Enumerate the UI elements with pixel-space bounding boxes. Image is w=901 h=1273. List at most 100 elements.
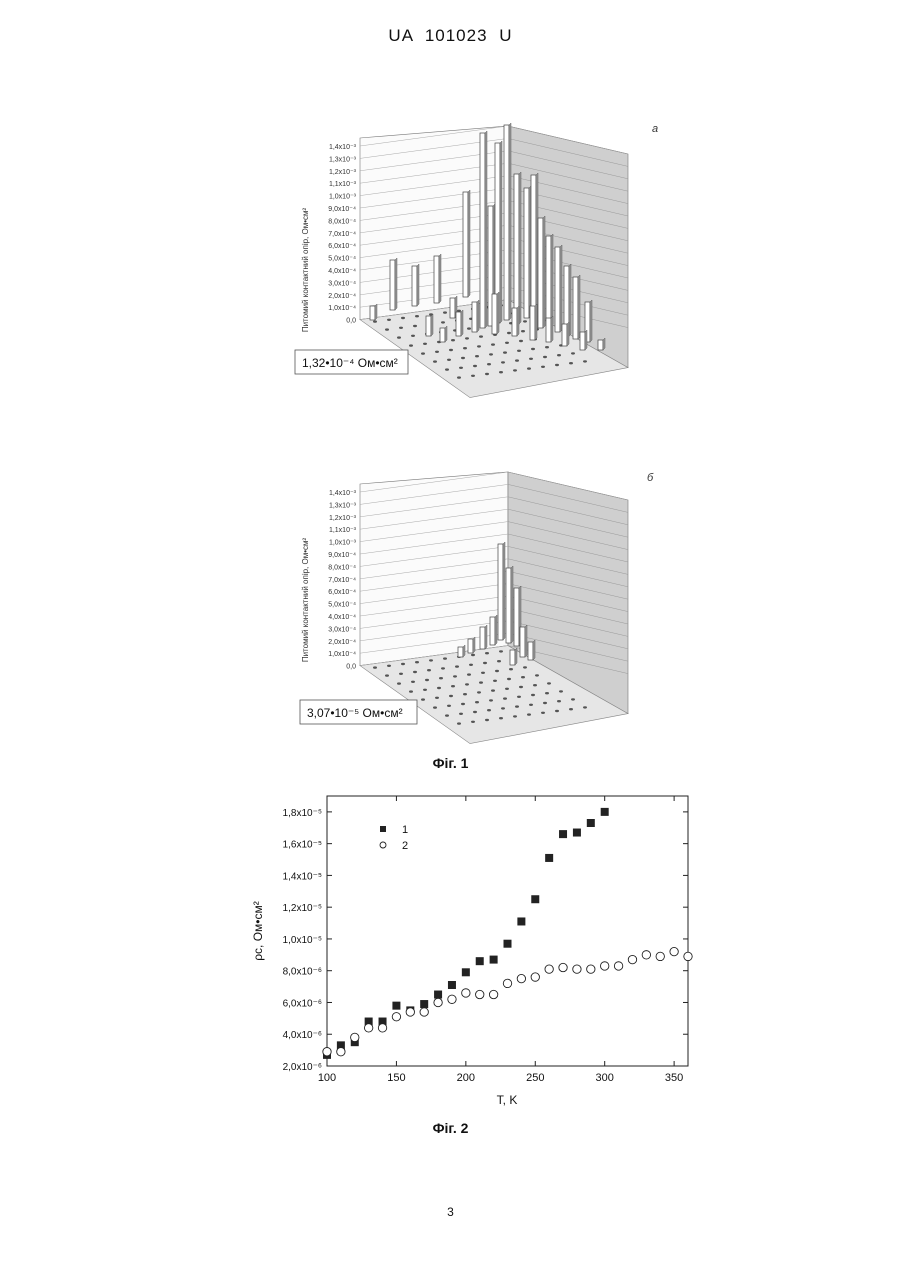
floor-point — [413, 325, 417, 327]
floor-point — [571, 698, 575, 700]
bar-side — [495, 615, 497, 645]
series-2-point — [434, 998, 442, 1006]
bar-side — [477, 300, 479, 332]
bar — [472, 302, 477, 332]
y-tick-label: 8,0x10⁻⁴ — [328, 564, 356, 571]
floor-point — [555, 710, 559, 712]
series-2-point — [337, 1048, 345, 1056]
y-tick-label: 0,0 — [346, 664, 356, 671]
series-2-point — [628, 955, 636, 963]
y-tick-label: 8,0x10⁻⁶ — [283, 967, 322, 978]
bar — [555, 247, 560, 332]
series-2-point — [323, 1048, 331, 1056]
floor-point — [501, 707, 505, 709]
series-1-point — [545, 854, 553, 862]
y-axis-label: Питомий контактний опір, Ом•см² — [301, 207, 310, 332]
floor-point — [475, 355, 479, 357]
bar — [463, 192, 468, 297]
bar-side — [497, 292, 499, 334]
x-tick-label: 300 — [596, 1072, 614, 1084]
y-axis-label: ρc, Ом•см² — [251, 901, 265, 961]
floor-point — [445, 714, 449, 716]
floor-point — [387, 665, 391, 667]
y-tick-label: 9,0x10⁻⁴ — [328, 206, 356, 213]
bar-side — [468, 190, 470, 297]
floor-point — [547, 682, 551, 684]
floor-point — [569, 362, 573, 364]
y-tick-label: 1,0x10⁻⁴ — [328, 651, 356, 658]
floor-point — [521, 676, 525, 678]
bar-side — [585, 330, 587, 350]
floor-point — [451, 339, 455, 341]
floor-point — [517, 696, 521, 698]
bar-side — [535, 304, 537, 340]
floor-point — [527, 713, 531, 715]
floor-point — [411, 335, 415, 337]
floor-point — [489, 699, 493, 701]
series-2-point — [351, 1033, 359, 1041]
series-1-point — [601, 808, 609, 816]
y-tick-labels: 1,4x10⁻³1,3x10⁻³1,2x10⁻³1,1x10⁻³1,0x10⁻³… — [328, 490, 356, 671]
bar-side — [439, 254, 441, 303]
y-tick-label: 1,6x10⁻⁵ — [283, 840, 322, 851]
series-2-point — [392, 1013, 400, 1021]
floor-point — [471, 375, 475, 377]
bar-side — [485, 131, 487, 328]
series-2-point — [531, 973, 539, 981]
floor-point — [385, 328, 389, 330]
y-tick-label: 1,2x10⁻⁵ — [283, 903, 322, 914]
figure-2-caption: Фіг. 2 — [0, 1120, 901, 1136]
y-tick-labels: 1,4x10⁻³1,3x10⁻³1,2x10⁻³1,1x10⁻³1,0x10⁻³… — [328, 144, 356, 325]
bar-side — [417, 264, 419, 306]
bar — [514, 588, 519, 646]
panel-label-b: б — [647, 472, 654, 484]
bar — [510, 650, 515, 665]
floor-point — [465, 683, 469, 685]
bar — [524, 188, 529, 318]
floor-point — [485, 652, 489, 654]
series-2-point — [614, 962, 622, 970]
floor-point — [493, 680, 497, 682]
floor-point — [399, 327, 403, 329]
floor-point — [401, 663, 405, 665]
floor-point — [479, 335, 483, 337]
floor-point — [545, 692, 549, 694]
floor-point — [529, 704, 533, 706]
bar — [512, 308, 517, 336]
floor-point — [409, 344, 413, 346]
legend-label: 2 — [402, 840, 408, 852]
legend-label: 1 — [402, 824, 408, 836]
floor-point — [447, 359, 451, 361]
fig1-panel-a-3d-chart: 1,4x10⁻³1,3x10⁻³1,2x10⁻³1,1x10⁻³1,0x10⁻³… — [280, 110, 660, 400]
bar — [426, 316, 431, 336]
x-tick-label: 100 — [318, 1072, 336, 1084]
bar-side — [551, 234, 553, 326]
series-2-point — [406, 1008, 414, 1016]
floor-point — [543, 356, 547, 358]
floor-point — [479, 681, 483, 683]
floor-point — [373, 320, 377, 322]
bar-side — [567, 322, 569, 346]
floor-point — [487, 363, 491, 365]
floor-point — [441, 667, 445, 669]
series-2-point — [378, 1024, 386, 1032]
floor-point — [571, 352, 575, 354]
bar-side — [543, 216, 545, 328]
floor-point — [447, 705, 451, 707]
y-tick-label: 1,1x10⁻³ — [329, 527, 357, 534]
bar — [434, 256, 439, 303]
bar-side — [503, 542, 505, 640]
y-tick-label: 1,3x10⁻³ — [329, 156, 357, 163]
floor-point — [541, 712, 545, 714]
floor-point — [475, 701, 479, 703]
y-tick-label: 6,0x10⁻⁴ — [328, 589, 356, 596]
floor-point — [435, 697, 439, 699]
floor-point — [499, 650, 503, 652]
y-tick-label: 1,8x10⁻⁵ — [283, 808, 322, 819]
bar-side — [445, 326, 447, 342]
floor-point — [491, 343, 495, 345]
y-tick-label: 1,4x10⁻³ — [329, 144, 357, 151]
bar-side — [578, 275, 580, 339]
floor-point — [439, 677, 443, 679]
floor-point — [413, 671, 417, 673]
